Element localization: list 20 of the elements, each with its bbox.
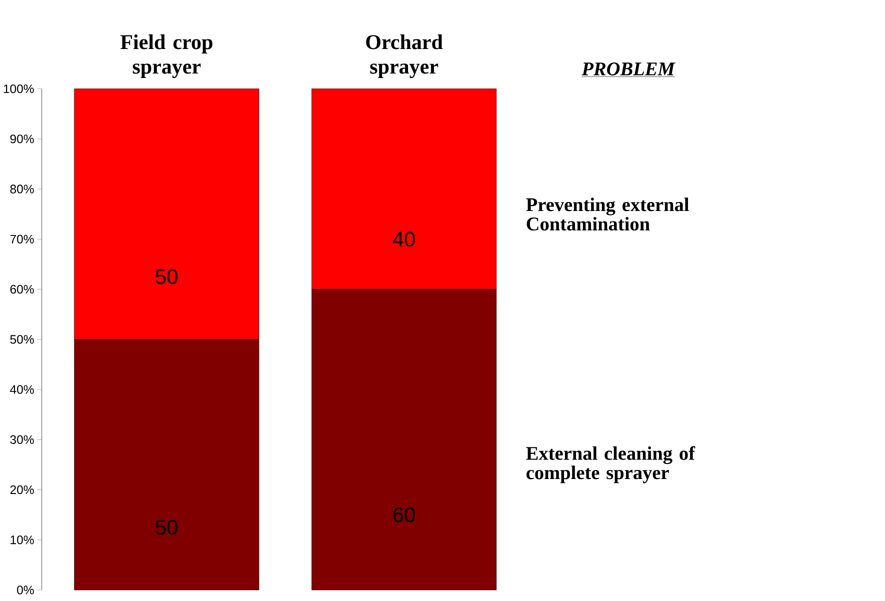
series-label: Preventing external Contamination <box>526 198 689 231</box>
y-tick-label: 20% <box>10 486 34 494</box>
y-tick-label: 40% <box>10 385 34 394</box>
data-label: 50 <box>156 520 178 536</box>
y-tick-label: 60% <box>10 285 34 294</box>
data-label: 50 <box>156 270 178 284</box>
y-tick-label: 100% <box>4 84 34 94</box>
y-tick-label: 10% <box>10 536 34 544</box>
data-label: 60 <box>393 508 415 522</box>
x-tick-label: Field crop sprayer <box>120 34 212 78</box>
y-tick-label: 80% <box>10 184 34 194</box>
y-tick-label: 0% <box>17 586 34 595</box>
data-label: 40 <box>392 232 415 247</box>
y-tick-label: 50% <box>10 335 34 344</box>
y-tick-label: 70% <box>10 235 34 244</box>
y-tick-label: 30% <box>10 436 34 444</box>
y-tick-label: 90% <box>10 134 34 144</box>
x-tick-label: Orchard sprayer <box>366 34 443 78</box>
legend-title: PROBLEM <box>582 62 676 76</box>
series-label: External cleaning of complete sprayer <box>526 446 696 484</box>
